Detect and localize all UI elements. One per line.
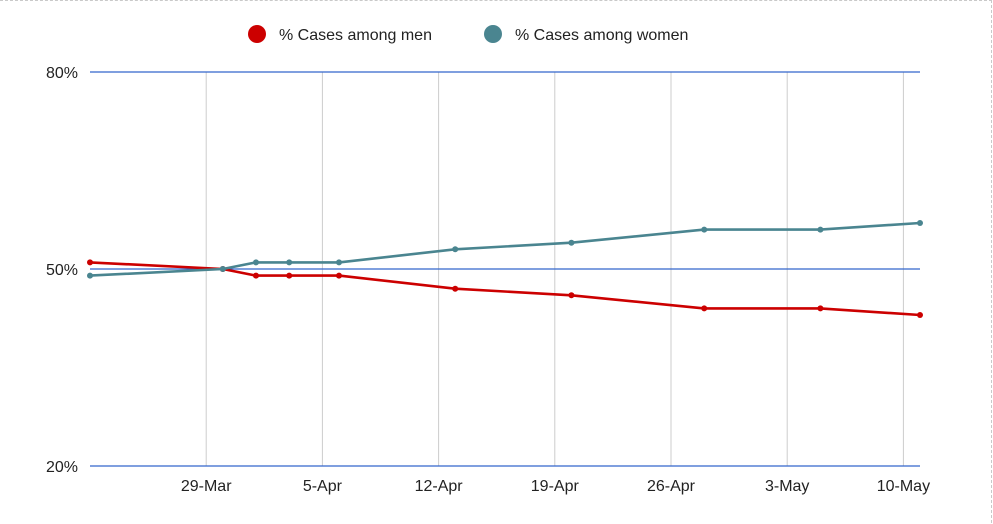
data-point	[219, 266, 226, 272]
x-tick-label: 10-May	[877, 478, 930, 495]
y-tick-label: 20%	[46, 459, 78, 476]
data-point	[253, 259, 259, 266]
data-point	[87, 272, 93, 279]
x-tick-label: 29-Mar	[181, 478, 232, 495]
x-tick-label: 12-Apr	[415, 478, 464, 495]
x-tick-label: 5-Apr	[303, 478, 343, 495]
data-point	[917, 311, 923, 318]
data-point	[917, 220, 923, 227]
data-point	[253, 272, 259, 279]
data-point	[336, 259, 342, 266]
legend-marker	[484, 25, 502, 43]
data-point	[286, 272, 293, 279]
legend-label: % Cases among women	[515, 27, 688, 44]
data-point	[452, 246, 459, 253]
x-axis-labels: 29-Mar 5-Apr 12-Apr 19-Apr 26-Apr 3-May 10-May	[181, 478, 930, 495]
y-tick-label: 80%	[46, 65, 78, 82]
data-point	[87, 259, 93, 266]
x-tick-label: 19-Apr	[531, 478, 580, 495]
x-tick-label: 26-Apr	[647, 478, 696, 495]
data-point	[336, 272, 342, 279]
plot-area	[87, 220, 923, 318]
data-point	[701, 226, 708, 233]
data-point	[452, 285, 459, 292]
series-line-1	[88, 221, 922, 277]
y-tick-label: 50%	[46, 262, 78, 279]
legend-label: % Cases among men	[279, 27, 432, 44]
y-axis-labels: 20% 50% 80%	[46, 65, 78, 476]
data-point	[286, 259, 293, 266]
data-point	[568, 239, 575, 246]
data-point	[701, 305, 708, 312]
data-point	[817, 305, 824, 312]
data-point	[817, 226, 824, 233]
series-line-0	[88, 261, 922, 317]
legend-marker	[248, 25, 266, 43]
x-tick-label: 3-May	[765, 478, 809, 495]
data-point	[568, 292, 575, 299]
legend: % Cases among men % Cases among women	[248, 25, 688, 44]
